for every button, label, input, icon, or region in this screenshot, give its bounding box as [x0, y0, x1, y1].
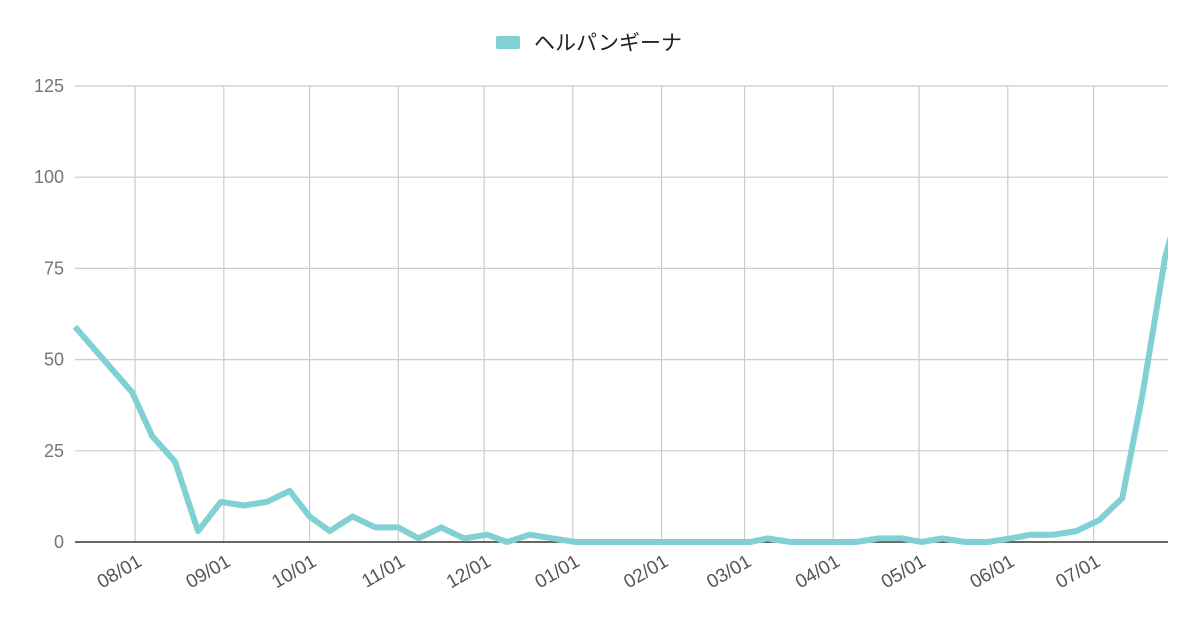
x-tick-label: 06/01 [967, 551, 1019, 593]
grid [75, 85, 1168, 542]
x-tick-label: 10/01 [268, 551, 320, 593]
series-layer [72, 235, 1168, 545]
x-tick-label: 11/01 [358, 551, 408, 592]
x-tick-label: 04/01 [792, 551, 844, 593]
series-line-0 [72, 235, 1168, 545]
legend-label: ヘルパンギーナ [534, 31, 682, 55]
y-tick-label: 50 [44, 350, 64, 370]
x-tick-label: 12/01 [443, 551, 495, 593]
x-tick-label: 05/01 [878, 551, 930, 593]
y-tick-label: 100 [34, 167, 64, 187]
y-tick-label: 75 [44, 258, 64, 278]
y-tick-label: 125 [34, 76, 64, 96]
y-tick-label: 0 [54, 532, 64, 552]
x-tick-label: 01/01 [532, 551, 584, 593]
legend[interactable]: ヘルパンギーナ [496, 31, 682, 55]
y-axis-ticks: 0 25 50 75 100 125 [34, 76, 64, 552]
legend-swatch [496, 36, 520, 49]
y-tick-label: 25 [44, 441, 64, 461]
x-tick-label: 03/01 [703, 551, 755, 593]
x-tick-label: 07/01 [1052, 551, 1104, 593]
x-axis-ticks: 08/01 09/01 10/01 11/01 12/01 01/01 02/01 03/01… [94, 551, 1104, 593]
x-tick-label: 08/01 [94, 551, 146, 593]
x-tick-label: 02/01 [620, 551, 672, 593]
x-tick-label: 09/01 [183, 551, 235, 593]
